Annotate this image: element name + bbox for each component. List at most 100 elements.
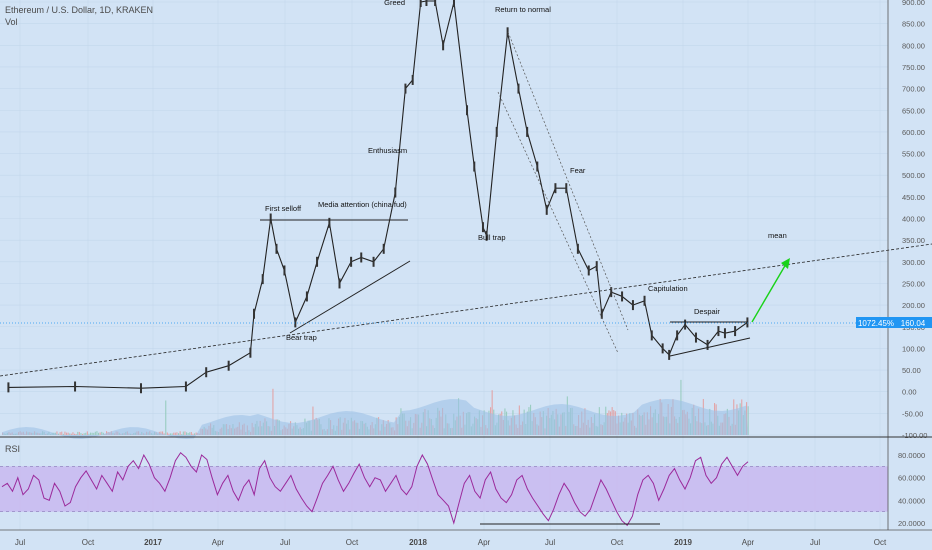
x-tick-label: 2018 (409, 538, 427, 547)
y-tick-label: 350.00 (902, 236, 925, 245)
volume-bar (61, 431, 63, 435)
price-point (253, 308, 256, 319)
price-point (717, 326, 720, 337)
trend-lines (0, 31, 932, 377)
price-point (723, 328, 726, 339)
annotation-despair: Despair (694, 307, 720, 316)
y-tick-label: 700.00 (902, 85, 925, 94)
chart-legend: Ethereum / U.S. Dollar, 1D, KRAKEN Vol (5, 4, 153, 28)
price-point (473, 161, 476, 172)
price-point (466, 105, 469, 116)
annotation-bull-trap: Bull trap (478, 233, 506, 242)
y-tick-label: 0.00 (902, 388, 917, 397)
price-point (305, 291, 308, 302)
price-point (545, 204, 548, 215)
volume-bar (94, 431, 96, 435)
volume-bar (102, 432, 104, 435)
volume-bar (106, 431, 108, 435)
price-point (205, 367, 208, 378)
y-tick-label: 200.00 (902, 301, 925, 310)
rsi-tick-label: 80.0000 (898, 451, 925, 460)
y-tick-label: 50.00 (902, 366, 921, 375)
price-point (600, 308, 603, 319)
price-point (565, 183, 568, 194)
price-line (8, 0, 748, 389)
x-tick-label: Apr (478, 538, 491, 547)
price-point (587, 265, 590, 276)
rsi-band (0, 466, 888, 512)
price-badge-price: 160.04 (901, 319, 926, 328)
y-tick-label: 250.00 (902, 279, 925, 288)
volume-bar (64, 431, 66, 435)
volume-bar (80, 433, 82, 435)
volume-bar (59, 432, 61, 435)
price-point (350, 256, 353, 267)
price-point (668, 349, 671, 360)
price-point (74, 381, 77, 392)
price-point (7, 382, 10, 393)
volume-bar (75, 434, 77, 435)
price-point (554, 183, 557, 194)
price-point (706, 339, 709, 350)
x-tick-label: Oct (346, 538, 359, 547)
channel-upper (507, 31, 629, 331)
volume-bar (194, 433, 196, 435)
volume-bar (176, 432, 178, 435)
volume-bars (2, 379, 749, 439)
annotation-layer: Greed Return to normal Enthusiasm First sel… (265, 0, 787, 342)
price-point (382, 243, 385, 254)
volume-bar (186, 432, 188, 435)
price-point (425, 0, 428, 6)
price-point (536, 161, 539, 172)
grid-layer (0, 0, 888, 530)
volume-bar (82, 433, 84, 435)
rsi-tick-label: 60.0000 (898, 474, 925, 483)
price-point (249, 347, 252, 358)
volume-bar (72, 432, 74, 435)
price-point (294, 317, 297, 328)
price-point (485, 230, 488, 241)
annotation-first-selloff: First selloff (265, 204, 302, 213)
volume-bar (190, 431, 192, 435)
x-tick-label: Apr (742, 538, 755, 547)
price-point (694, 332, 697, 343)
price-point (227, 360, 230, 371)
annotation-fear: Fear (570, 166, 586, 175)
price-point (139, 383, 142, 394)
rsi-panel (0, 451, 888, 527)
volume-bar (78, 431, 80, 435)
price-point (576, 243, 579, 254)
price-point (517, 83, 520, 94)
volume-bar (181, 434, 183, 435)
volume-bar (70, 433, 72, 435)
rsi-tick-label: 20.0000 (898, 519, 925, 528)
x-tick-label: Jul (810, 538, 820, 547)
volume-bar (747, 406, 749, 435)
volume-bar (56, 431, 58, 435)
volume-bar (491, 390, 493, 435)
volume-bar (98, 432, 100, 435)
price-point (360, 252, 363, 263)
volume-bar (91, 432, 93, 435)
price-point (643, 295, 646, 306)
volume-bar (66, 432, 68, 435)
annotation-mean: mean (768, 231, 787, 240)
volume-bar (178, 433, 180, 435)
y-tick-label: 550.00 (902, 150, 925, 159)
channel-lower (497, 91, 619, 354)
price-point (481, 222, 484, 233)
volume-bar (174, 432, 176, 435)
price-point (442, 40, 445, 51)
volume-bar (58, 433, 60, 435)
volume-bar (69, 433, 71, 435)
price-point (372, 256, 375, 267)
volume-bar (166, 432, 168, 435)
annotation-enthusiasm: Enthusiasm (368, 146, 407, 155)
price-point (338, 278, 341, 289)
volume-bar (170, 433, 172, 435)
x-tick-label: Apr (212, 538, 225, 547)
price-point (526, 126, 529, 137)
y-tick-label: -50.00 (902, 409, 923, 418)
